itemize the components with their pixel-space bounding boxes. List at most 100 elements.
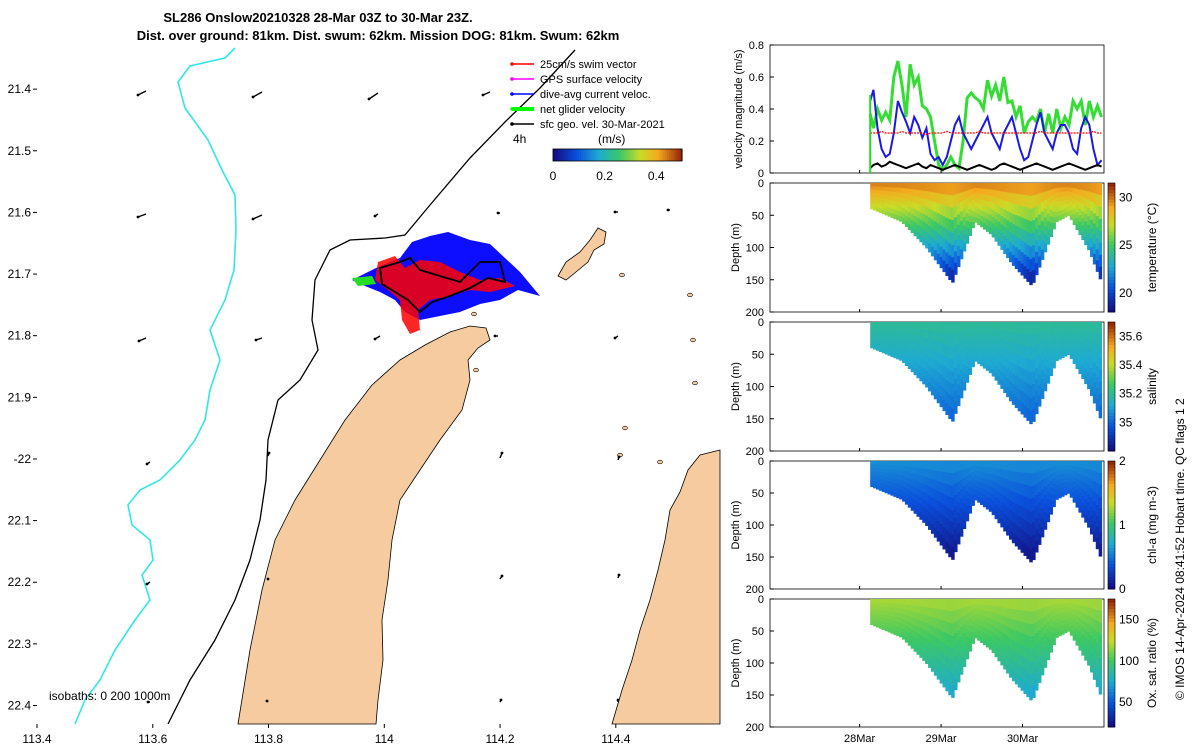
section-cell <box>942 642 946 655</box>
section-cell <box>977 203 981 210</box>
section-cell <box>939 225 944 237</box>
section-cell <box>985 641 990 648</box>
section-cell <box>1037 343 1042 355</box>
section-cell <box>913 638 918 646</box>
section-cell <box>916 502 920 510</box>
section-cell <box>919 373 923 382</box>
colorbar-tick-label: 0 <box>550 169 557 183</box>
section-cell <box>954 461 958 473</box>
section-cell <box>980 604 984 611</box>
section-cell <box>922 206 926 215</box>
section-cell <box>933 211 938 222</box>
section-cell <box>1075 188 1080 196</box>
section-cell <box>1066 481 1071 486</box>
section-cell <box>1026 207 1030 221</box>
section-cell <box>878 190 883 195</box>
section-cell <box>1092 599 1097 610</box>
section-cell <box>974 202 978 209</box>
section-cell <box>985 340 990 347</box>
section-cell <box>1055 608 1059 614</box>
section-cell <box>884 329 889 335</box>
section-cell <box>881 602 886 608</box>
section-cell <box>919 628 923 636</box>
section-cell <box>1069 335 1074 341</box>
section-cell <box>959 378 964 389</box>
section-cell <box>1049 632 1053 640</box>
islet <box>471 311 477 317</box>
section-cell <box>878 336 883 341</box>
section-cell <box>1032 635 1036 649</box>
section-cell <box>1023 484 1027 497</box>
section-cell <box>1006 516 1010 527</box>
section-cell <box>1052 223 1056 230</box>
section-colorbar-segment <box>1108 447 1115 452</box>
section-cell <box>1032 611 1036 625</box>
section-cell <box>881 480 886 485</box>
section-cell <box>1023 357 1027 371</box>
section-cell <box>1061 599 1065 604</box>
section-cell <box>994 197 999 206</box>
section-cell <box>959 350 964 361</box>
colorbar-segment <box>626 149 629 161</box>
section-cell <box>1020 621 1025 634</box>
section-cell <box>1072 461 1077 467</box>
section-cell <box>875 207 880 212</box>
section-colorbar-segment <box>1108 470 1115 475</box>
section-cell <box>1087 338 1091 348</box>
section-cell <box>896 345 900 351</box>
section-cell <box>942 515 946 528</box>
map-y-tick-label: 21.7 <box>8 267 32 281</box>
section-cell <box>1072 476 1077 483</box>
section-cell <box>1040 341 1045 352</box>
section-cell <box>896 210 900 216</box>
section-cell <box>919 512 923 520</box>
section-cell <box>884 602 889 608</box>
section-colorbar-segment <box>1108 704 1115 709</box>
section-cell <box>977 471 981 477</box>
geo-vel-arrowhead <box>493 334 497 338</box>
section-cell <box>1032 220 1036 234</box>
section-cell <box>948 508 952 522</box>
section-cell <box>965 359 970 368</box>
colorbar-segment <box>561 149 565 161</box>
section-cell <box>933 646 938 657</box>
section-cell <box>1081 357 1085 365</box>
section-cell <box>982 362 987 369</box>
section-cell <box>925 354 929 364</box>
section-cell <box>982 339 987 346</box>
section-cell <box>919 490 923 498</box>
section-cell <box>982 478 987 485</box>
section-cell <box>887 623 892 629</box>
section-cell <box>904 188 909 195</box>
section-cell <box>907 627 912 635</box>
section-cell <box>1078 221 1082 229</box>
section-cell <box>985 346 990 353</box>
section-cell <box>919 205 923 213</box>
section-cell <box>881 337 886 342</box>
section-cell <box>968 631 973 639</box>
section-cell <box>1014 375 1019 387</box>
section-cell <box>907 484 912 491</box>
section-cell <box>870 605 874 610</box>
section-cell <box>968 644 973 652</box>
section-cell <box>896 603 900 609</box>
section-cell <box>930 644 935 654</box>
section-cell <box>878 201 883 206</box>
section-cell <box>1023 622 1027 635</box>
island-1 <box>557 227 607 281</box>
section-cell <box>928 658 932 668</box>
section-cell <box>1000 648 1004 658</box>
section-cell <box>942 599 946 611</box>
section-cell <box>1092 521 1097 532</box>
section-cell <box>954 644 958 657</box>
section-cell <box>1081 371 1085 380</box>
section-cell <box>887 187 892 192</box>
section-cell <box>1026 269 1030 282</box>
section-cell <box>930 246 935 257</box>
section-colorbar-segment <box>1108 370 1115 375</box>
section-cell <box>1084 614 1088 623</box>
section-cell <box>1026 611 1030 624</box>
section-cell <box>994 183 999 191</box>
section-cell <box>962 520 967 529</box>
section-cell <box>1032 384 1036 397</box>
